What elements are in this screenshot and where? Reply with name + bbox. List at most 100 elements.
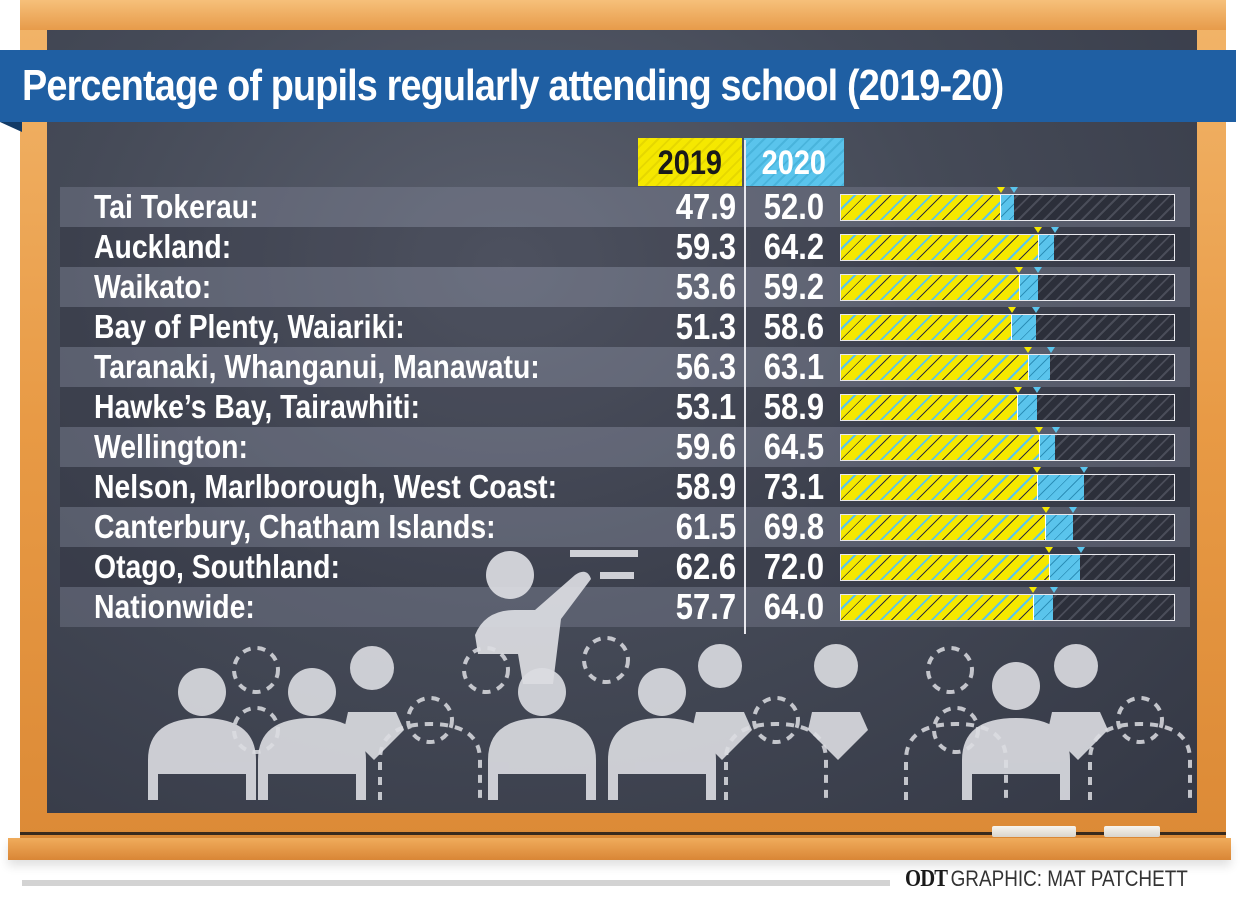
marker-2020-icon [1050, 227, 1059, 233]
legend-2019: 2019 [638, 138, 742, 186]
bar-track [840, 514, 1175, 541]
marker-2019-icon [1035, 427, 1044, 433]
value-2019-label: 53.6 [675, 266, 736, 307]
odt-logo: ODT [905, 866, 948, 892]
bar-2020-increase [1032, 595, 1054, 620]
teacher-body-icon [475, 571, 591, 684]
bar-2020-increase [1018, 275, 1038, 300]
bar-2020-increase [1045, 515, 1073, 540]
credit-rule [22, 880, 890, 886]
bar-2019 [841, 315, 1012, 340]
region-label: Nationwide: [94, 588, 255, 625]
marker-2020-icon [1046, 347, 1055, 353]
region-label: Auckland: [94, 228, 232, 265]
bar-2019 [841, 275, 1019, 300]
classroom-illustration-icon [148, 550, 1192, 800]
bar-track [840, 354, 1175, 381]
bar-2019 [841, 355, 1028, 380]
value-2019-label: 57.7 [675, 586, 736, 627]
board-line-icon [600, 572, 634, 579]
bar-track [840, 274, 1175, 301]
board-line-icon [570, 550, 638, 557]
marker-2019-icon [1041, 507, 1050, 513]
bar-track [840, 234, 1175, 261]
marker-2019-icon [1029, 587, 1038, 593]
value-2020-label: 63.1 [763, 346, 824, 387]
value-2020-label: 64.5 [763, 426, 824, 467]
graphic-credit: ODT GRAPHIC: MAT PATCHETT [905, 866, 1188, 893]
marker-2019-icon [1013, 387, 1022, 393]
title-banner [0, 50, 1236, 122]
credit-text: GRAPHIC: MAT PATCHETT [950, 866, 1188, 891]
value-2019-label: 53.1 [675, 386, 736, 427]
bar-2020-increase [1036, 475, 1084, 500]
chalk-ledge [8, 838, 1231, 860]
marker-2020-icon [1051, 427, 1060, 433]
marker-2020-icon [1069, 507, 1078, 513]
value-2020-label: 69.8 [763, 506, 824, 547]
bar-2019 [841, 435, 1039, 460]
column-divider [744, 140, 746, 634]
value-2020-label: 64.2 [763, 226, 824, 267]
bar-2019 [841, 475, 1037, 500]
value-2020-label: 64.0 [763, 586, 824, 627]
value-2020-label: 72.0 [763, 546, 824, 587]
marker-2020-icon [1076, 547, 1085, 553]
region-label: Otago, Southland: [94, 548, 340, 585]
value-2019-label: 51.3 [675, 306, 736, 347]
chalk-stick-icon [1104, 826, 1160, 837]
marker-2019-icon [1034, 227, 1043, 233]
bar-2019 [841, 555, 1049, 580]
value-2019-label: 56.3 [675, 346, 736, 387]
marker-2020-icon [1033, 387, 1042, 393]
bar-2020-increase [1011, 315, 1036, 340]
region-label: Waikato: [94, 268, 212, 305]
value-2020-label: 52.0 [763, 186, 824, 227]
bar-2019 [841, 195, 1001, 220]
bar-track [840, 554, 1175, 581]
marker-2020-icon [1034, 267, 1043, 273]
bar-2020-increase [1000, 195, 1014, 220]
bar-2019 [841, 235, 1038, 260]
marker-2020-icon [1049, 587, 1058, 593]
bar-2019 [841, 395, 1018, 420]
bar-2020-increase [1048, 555, 1081, 580]
value-2019-label: 59.6 [675, 426, 736, 467]
value-2019-label: 61.5 [675, 506, 736, 547]
value-2020-label: 73.1 [763, 466, 824, 507]
chalk-stick-icon [992, 826, 1076, 837]
marker-2019-icon [996, 187, 1005, 193]
bar-2020-increase [1027, 355, 1051, 380]
teacher-head-icon [486, 551, 534, 599]
bar-2020-increase [1017, 395, 1037, 420]
region-label: Wellington: [94, 428, 248, 465]
region-label: Tai Tokerau: [94, 188, 259, 225]
marker-2019-icon [1045, 547, 1054, 553]
value-2020-label: 58.6 [763, 306, 824, 347]
value-2019-label: 62.6 [675, 546, 736, 587]
bar-track [840, 434, 1175, 461]
bar-2020-increase [1037, 235, 1055, 260]
region-label: Hawke’s Bay, Tairawhiti: [94, 388, 420, 425]
ledge-shadow-line [20, 832, 1226, 835]
marker-2019-icon [1015, 267, 1024, 273]
bar-track [840, 474, 1175, 501]
legend-2020: 2020 [744, 138, 844, 186]
value-2020-label: 58.9 [763, 386, 824, 427]
bar-2019 [841, 515, 1046, 540]
region-label: Taranaki, Whanganui, Manawatu: [94, 348, 540, 385]
marker-2020-icon [1010, 187, 1019, 193]
region-label: Nelson, Marlborough, West Coast: [94, 468, 558, 505]
bar-2020-increase [1038, 435, 1056, 460]
chart-title: Percentage of pupils regularly attending… [22, 61, 1004, 110]
bar-track [840, 394, 1175, 421]
region-label: Bay of Plenty, Waiariki: [94, 308, 405, 345]
title-banner-fold [0, 122, 22, 132]
value-2019-label: 47.9 [675, 186, 736, 227]
marker-2019-icon [1024, 347, 1033, 353]
marker-2020-icon [1080, 467, 1089, 473]
marker-2019-icon [1007, 307, 1016, 313]
value-2020-label: 59.2 [763, 266, 824, 307]
marker-2020-icon [1032, 307, 1041, 313]
frame-top-rail [20, 0, 1226, 30]
